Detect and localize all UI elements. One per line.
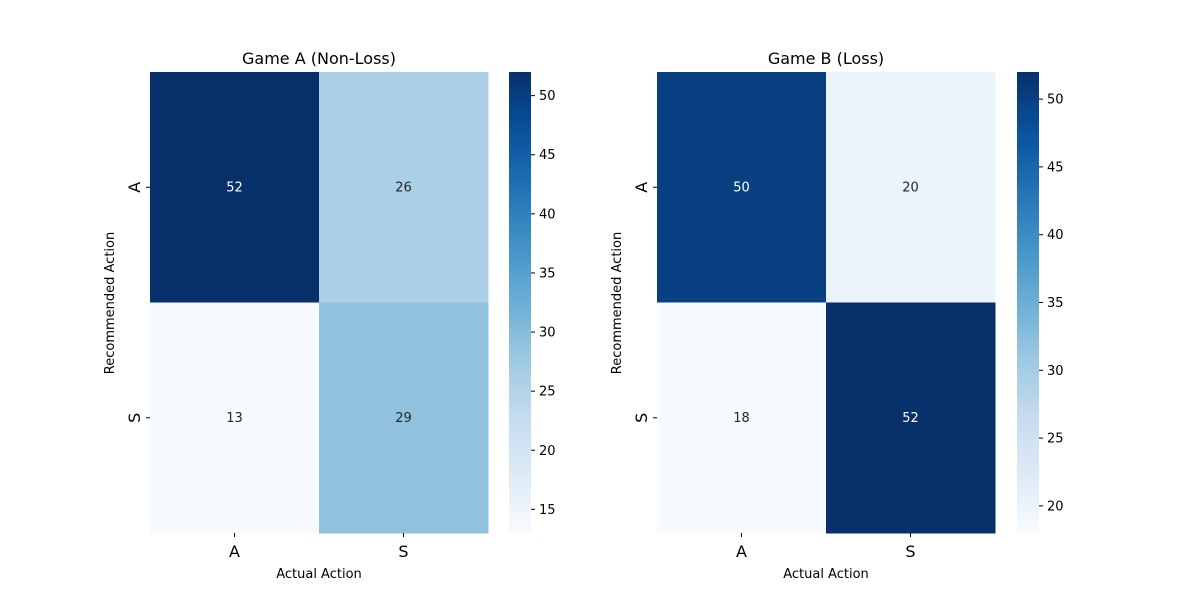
- x-tick-label: S: [905, 542, 915, 561]
- colorbar-tick-label: 25: [1047, 432, 1064, 447]
- y-tick-label: A: [632, 182, 651, 193]
- cell-value-label: 52: [902, 411, 919, 426]
- colorbar-tick-label: 35: [1047, 296, 1064, 311]
- x-axis-label: Actual Action: [276, 567, 362, 582]
- colorbar: 20 25 30 35 40 45 50: [1017, 72, 1064, 533]
- x-tick-label: A: [736, 542, 747, 561]
- colorbar-tick-label: 45: [539, 148, 556, 163]
- y-tick-label: S: [125, 413, 144, 423]
- chart-title: Game A (Non-Loss): [242, 49, 396, 68]
- heatmap-cell: [826, 72, 996, 303]
- cell-value-label: 20: [902, 180, 919, 195]
- y-tick-label: A: [125, 182, 144, 193]
- cell-value-label: 18: [733, 411, 750, 426]
- y-axis-label: Recommended Action: [610, 232, 625, 374]
- heatmap-cell: [657, 302, 827, 534]
- colorbar-gradient: [1017, 72, 1039, 533]
- colorbar-tick-label: 50: [539, 89, 556, 104]
- colorbar-tick-label: 25: [539, 385, 556, 400]
- axis-ticks: A S A S: [125, 182, 409, 561]
- colorbar-tick-label: 40: [1047, 228, 1064, 243]
- cell-value-label: 29: [395, 411, 412, 426]
- heatmap-cell: [319, 302, 489, 534]
- cell-value-label: 52: [226, 180, 243, 195]
- x-tick-label: A: [229, 542, 240, 561]
- cell-value-label: 13: [226, 411, 243, 426]
- axis-ticks: A S A S: [632, 182, 916, 561]
- heatmap-panel-game-a: Game A (Non-Loss) 52 26 13 29 A S A S Actual A…: [103, 49, 556, 582]
- colorbar-tick-label: 15: [539, 503, 556, 518]
- heatmap-panel-game-b: Game B (Loss) 50 20 18 52 A S A S Actual Actio…: [610, 49, 1064, 582]
- x-axis-label: Actual Action: [783, 567, 869, 582]
- colorbar-tick-label: 20: [1047, 499, 1064, 514]
- heatmap-cell: [319, 72, 489, 303]
- heatmap-cell: [826, 302, 996, 534]
- colorbar-tick-label: 45: [1047, 160, 1064, 175]
- cell-value-label: 26: [395, 180, 412, 195]
- chart-title: Game B (Loss): [768, 49, 884, 68]
- heatmap-cell: [150, 302, 320, 534]
- colorbar-tick-label: 50: [1047, 93, 1064, 108]
- colorbar-tick-label: 30: [539, 326, 556, 341]
- cell-value-label: 50: [733, 180, 750, 195]
- y-tick-label: S: [632, 413, 651, 423]
- x-tick-label: S: [398, 542, 408, 561]
- colorbar-tick-label: 20: [539, 444, 556, 459]
- heatmap-cells: 50 20 18 52: [657, 72, 996, 534]
- y-axis-label: Recommended Action: [103, 232, 118, 374]
- heatmap-cells: 52 26 13 29: [150, 72, 489, 534]
- colorbar-tick-label: 35: [539, 266, 556, 281]
- heatmap-cell: [150, 72, 320, 303]
- colorbar-tick-label: 40: [539, 207, 556, 222]
- colorbar-tick-label: 30: [1047, 364, 1064, 379]
- colorbar-gradient: [509, 72, 531, 533]
- colorbar: 15 20 25 30 35 40 45 50: [509, 72, 556, 533]
- heatmap-cell: [657, 72, 827, 303]
